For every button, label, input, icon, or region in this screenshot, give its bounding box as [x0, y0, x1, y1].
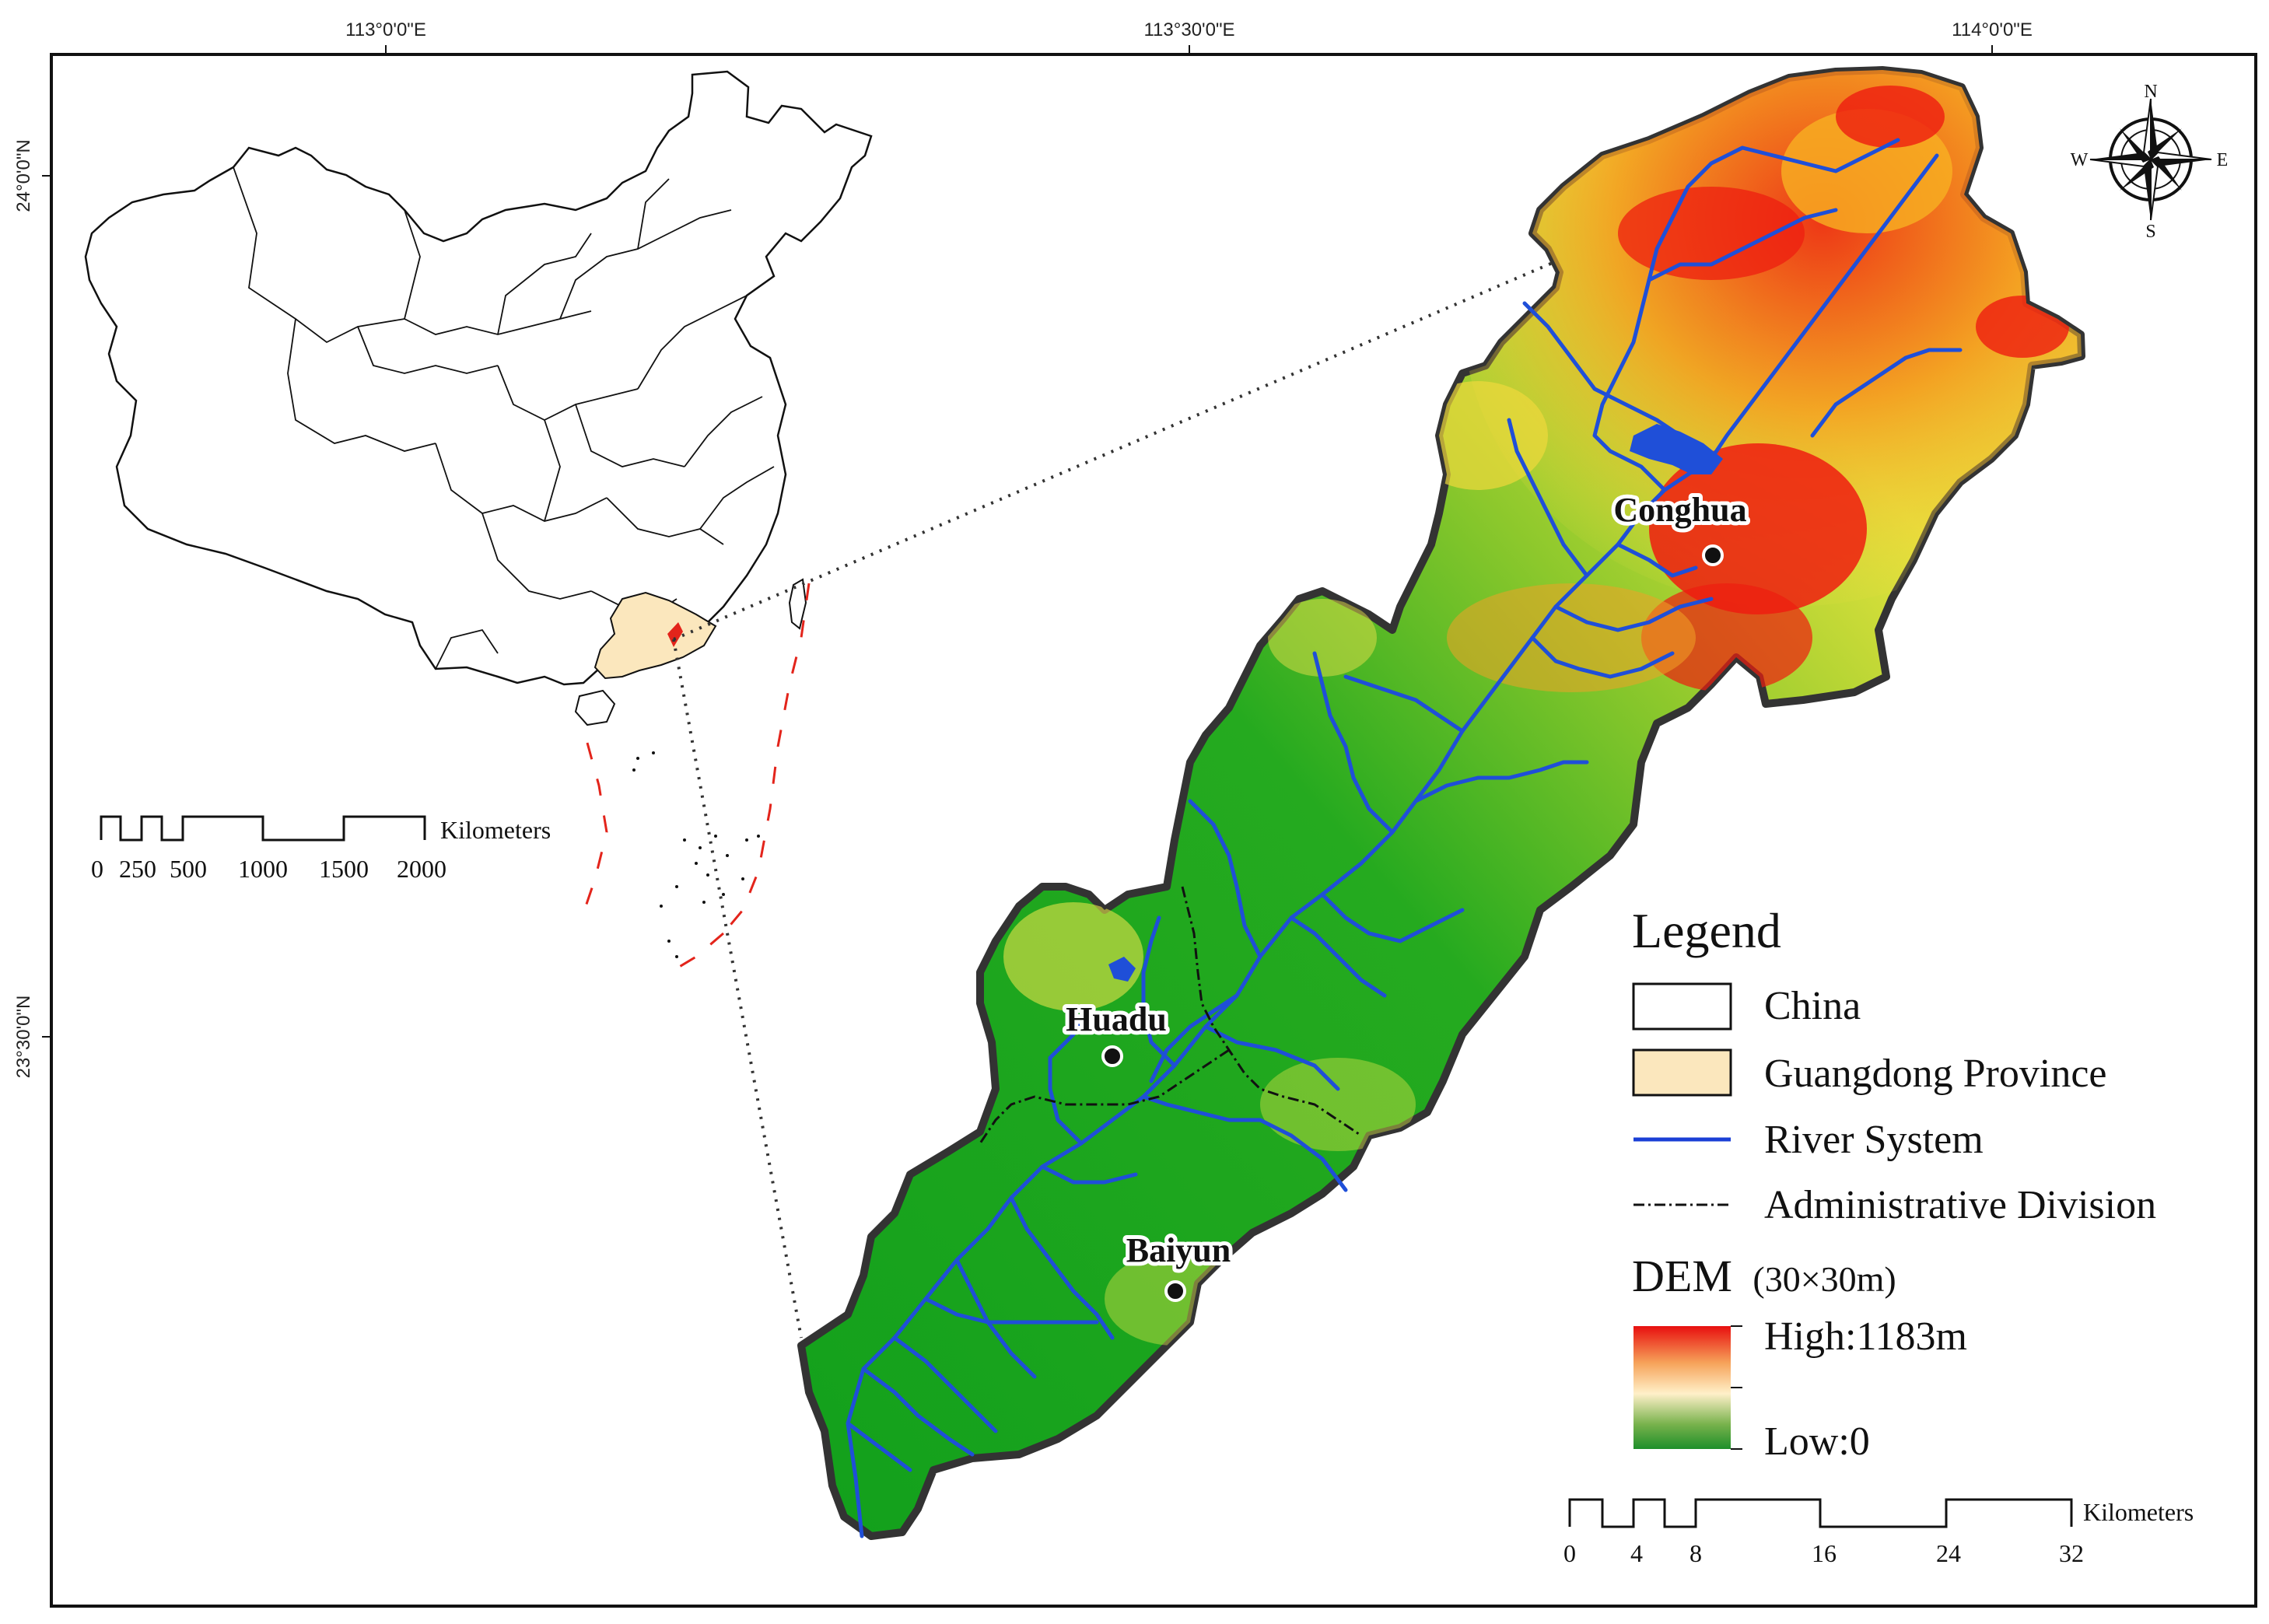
compass-s: S: [2145, 222, 2155, 242]
reservoir-huadu: [1108, 957, 1136, 982]
lon-label-3: 114°0'0"E: [1952, 19, 2033, 40]
scale-inset-tick-3: 1000: [238, 855, 288, 883]
compass-e: E: [2217, 150, 2229, 170]
compass-n: N: [2144, 82, 2157, 102]
legend-dem-title-text: DEM: [1632, 1251, 1732, 1301]
scale-inset-tick-5: 2000: [397, 855, 446, 883]
legend-label-guangdong: Guangdong Province: [1764, 1052, 2106, 1096]
guangzhou-highlight: [667, 622, 683, 647]
scale-inset-unit: Kilometers: [440, 816, 551, 844]
scale-main-tick-4: 24: [1936, 1539, 1961, 1567]
taiwan-island: [788, 578, 807, 630]
city-label-conghua: Conghua: [1613, 491, 1746, 529]
scale-inset-tick-2: 500: [170, 855, 207, 883]
hainan-island: [574, 689, 616, 726]
map-frame: [50, 53, 2257, 1608]
city-huadu: Huadu: [1062, 996, 1171, 1067]
study-area-dem: [797, 66, 2085, 1540]
legend-swatch-guangdong: [1632, 1048, 1732, 1097]
scale-main-tick-3: 16: [1812, 1539, 1837, 1567]
legend-label-river: River System: [1764, 1118, 1984, 1162]
scale-inset-tick-0: 0: [91, 855, 103, 883]
city-baiyun: Baiyun: [1122, 1227, 1234, 1302]
south-sea-boundary: [580, 583, 811, 972]
scale-main-tick-5: 32: [2059, 1539, 2084, 1567]
china-province-lines: [233, 166, 775, 670]
lon-label-1: 113°0'0"E: [345, 19, 426, 40]
city-label-huadu: Huadu: [1066, 1000, 1167, 1038]
river-system: [846, 138, 1963, 1538]
china-inset-map: [84, 70, 873, 972]
legend-label-china: China: [1764, 984, 1861, 1028]
legend-dem-low: Low:0: [1764, 1419, 1870, 1464]
legend: Legend China Guangdong Province River Sy…: [1632, 903, 2156, 1464]
scale-main-tick-1: 4: [1630, 1539, 1643, 1567]
lat-label-2: 23°30'0"N: [13, 996, 34, 1079]
south-sea-islands: [632, 751, 760, 958]
city-conghua: Conghua: [1609, 487, 1751, 566]
scale-bar-inset: Kilometers 0 250 500 1000 1500 2000: [91, 815, 551, 883]
north-arrow-icon: N S E W: [2071, 82, 2229, 242]
compass-w: W: [2071, 150, 2089, 170]
scale-inset-tick-4: 1500: [319, 855, 369, 883]
scale-main-tick-2: 8: [1689, 1539, 1702, 1567]
scale-main-tick-0: 0: [1563, 1539, 1576, 1567]
administrative-division: [979, 886, 1362, 1144]
lon-label-2: 113°30'0"E: [1143, 19, 1234, 40]
legend-dem-high: High:1183m: [1764, 1314, 1967, 1359]
reservoir: [1630, 424, 1723, 474]
legend-label-admin: Administrative Division: [1764, 1183, 2156, 1227]
legend-swatch-china: [1632, 982, 1732, 1031]
legend-title: Legend: [1632, 903, 1781, 958]
legend-dem-title: DEM (30×30m): [1632, 1251, 1896, 1301]
scale-bar-main: Kilometers 0 4 8 16 24 32: [1563, 1498, 2194, 1567]
legend-dem-ramp: [1633, 1326, 1731, 1449]
city-label-baiyun: Baiyun: [1126, 1231, 1231, 1269]
zoom-lines: [672, 84, 1967, 1339]
legend-dem-unit: (30×30m): [1753, 1259, 1896, 1299]
china-outline: [84, 70, 873, 686]
scale-main-unit: Kilometers: [2083, 1498, 2194, 1526]
lat-label-1: 24°0'0"N: [13, 139, 34, 212]
guangdong-province: [594, 591, 717, 680]
graticule-ticks: [42, 45, 1993, 1038]
scale-inset-tick-1: 250: [119, 855, 156, 883]
